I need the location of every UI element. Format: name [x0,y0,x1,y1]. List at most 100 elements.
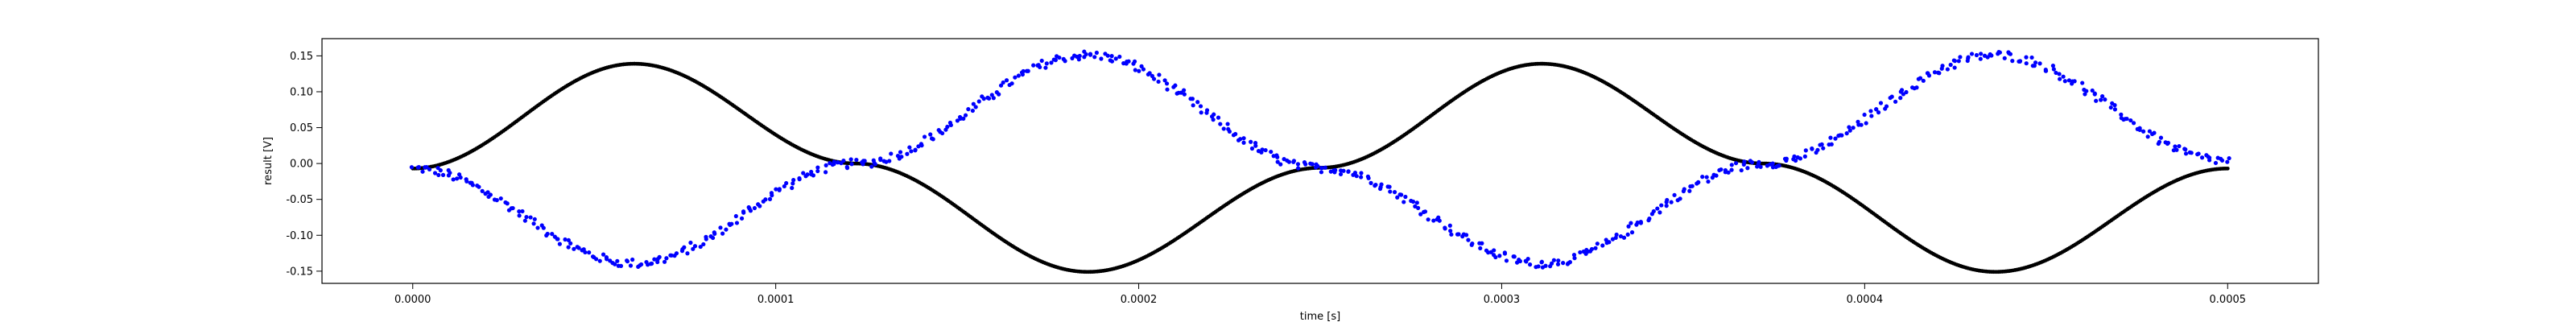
data-point [1626,224,1631,229]
data-point [2066,78,2072,83]
data-point [1359,175,1364,180]
data-point [746,204,751,210]
data-point [945,124,950,130]
data-point [1889,94,1894,99]
data-point [1878,101,1884,105]
data-point [1094,50,1099,56]
data-point [1635,220,1640,225]
data-point [973,105,978,109]
data-point [1211,118,1216,122]
data-point [2017,59,2022,64]
data-point [1629,221,1633,225]
data-point [691,246,696,251]
data-point [2080,80,2085,85]
data-point [1117,54,1122,60]
data-point [535,225,540,230]
data-point [1354,174,1359,179]
data-point [782,184,786,189]
data-point [1621,235,1627,240]
data-point [861,162,865,167]
data-point [2083,92,2087,97]
data-point [522,218,527,223]
data-point [1470,241,1475,246]
data-point [625,259,630,264]
data-point [524,214,529,220]
data-point [1638,221,1644,225]
data-point [458,175,463,180]
data-point [1286,159,1291,164]
data-point [477,184,481,189]
data-point [510,205,515,211]
data-point [1847,128,1852,133]
data-point [1198,104,1203,109]
data-point [1291,159,1297,163]
data-point [692,244,698,249]
data-point [2183,151,2189,156]
data-point [1105,53,1110,58]
data-point [718,225,723,230]
data-point [898,150,903,155]
data-point [494,198,499,203]
data-point [986,96,992,101]
data-point [1359,171,1364,175]
data-point [1395,195,1400,200]
y-tick-label: -0.10 [286,230,313,242]
data-point [955,118,960,123]
data-point [1572,256,1577,261]
data-point [815,168,820,174]
data-point [2037,61,2042,66]
data-point [733,213,738,219]
data-point [1238,137,1243,142]
data-point [1539,260,1544,265]
data-point [1323,165,1327,170]
data-point [1614,232,1619,237]
plot-area [321,38,2319,284]
data-point [2054,70,2058,76]
data-point [1659,203,1664,208]
data-point [2050,64,2056,68]
data-point [1156,79,1161,85]
data-point [1898,96,1903,101]
data-point [488,192,493,197]
data-point [741,209,746,214]
data-point [2128,118,2133,123]
data-point [1212,112,1216,117]
data-point [1571,253,1577,258]
data-point [712,230,716,235]
data-point [1914,85,1919,90]
x-tick-label: 0.0002 [1121,294,1158,306]
data-point [1665,197,1670,203]
data-point [1162,78,1167,83]
data-point [1549,261,1554,266]
x-axis-label: time [s] [1300,311,1340,322]
data-point [698,244,703,250]
data-point [919,143,924,148]
data-point [1965,58,1970,64]
data-point [1333,167,1338,172]
data-point [1402,200,1406,204]
data-point [869,164,874,169]
data-point [1431,218,1436,223]
data-point [2156,141,2161,147]
data-point [862,159,867,163]
data-point [1310,162,1315,167]
data-point [427,167,432,172]
data-point [1655,206,1660,211]
y-tick-label: -0.05 [286,194,313,206]
data-point [1989,53,1994,58]
data-point [685,251,690,256]
data-point [483,192,488,196]
data-point [454,176,460,181]
data-point [2008,52,2013,56]
x-tick-label: 0.0004 [1847,294,1884,306]
data-point [1031,63,1036,68]
data-point [1049,60,1054,65]
data-point [2051,67,2056,72]
data-point [1455,232,1460,237]
data-point [424,165,429,170]
data-point [432,171,438,175]
data-point [907,145,912,150]
data-point [1414,200,1419,205]
data-point [2062,79,2067,84]
data-point [1512,254,1517,259]
